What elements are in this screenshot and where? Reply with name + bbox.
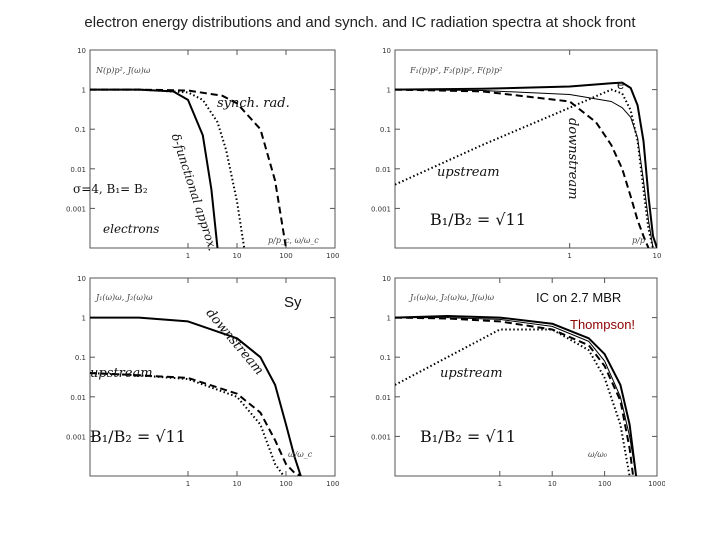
chart-panel-bottom-right: 10 1 0.1 0.01 0.001 1 10 100 1000 xyxy=(371,275,665,488)
x-tick-label: 1 xyxy=(498,480,502,488)
br-xlabel: ω/ω₀ xyxy=(588,450,607,459)
bl-sy-label: Sy xyxy=(284,294,302,311)
x-tick-label: 1000 xyxy=(648,480,665,488)
br-ratio-label: B₁/B₂ = √11 xyxy=(420,427,516,446)
y-tick-label: 0.01 xyxy=(70,394,86,402)
y-tick-label: 0.1 xyxy=(75,126,86,134)
tl-electrons-label: electrons xyxy=(103,222,160,236)
chart-panel-top-left: 10 1 0.1 0.01 0.001 1 10 100 1000 xyxy=(66,47,340,260)
x-tick-label: 10 xyxy=(233,480,242,488)
x-tick-label: 10 xyxy=(233,252,242,260)
plot-frame xyxy=(394,49,658,249)
tr-downstream-label: downstream xyxy=(565,118,580,200)
x-tick-label: 1000 xyxy=(326,480,340,488)
x-tick-label: 1 xyxy=(567,252,571,260)
br-upstream-label: upstream xyxy=(440,366,503,381)
tr-e-label: e xyxy=(617,77,625,92)
br-thompson-label: Thompson! xyxy=(570,317,636,332)
bl-ylabel: J₁(ω)ω, J₂(ω)ω xyxy=(96,293,153,302)
x-tick-label: 1 xyxy=(186,480,190,488)
series-line-solid xyxy=(395,315,638,476)
y-tick-label: 0.1 xyxy=(75,354,86,362)
y-tick-label: 0.001 xyxy=(66,433,86,441)
chart-panel-top-right: 10 1 0.1 0.01 0.001 1 10 xyxy=(371,47,662,260)
series-line-dotted xyxy=(395,328,631,476)
tr-xlabel: p/p xyxy=(632,236,645,245)
x-tick-label: 100 xyxy=(279,252,292,260)
series-line-thin xyxy=(395,317,637,476)
y-tick-label: 0.1 xyxy=(380,354,391,362)
y-tick-label: 10 xyxy=(77,275,86,283)
series-line-dotted xyxy=(395,88,654,248)
tl-synch-label: synch. rad. xyxy=(217,96,290,111)
tr-ylabel: F₁(p)p², F₂(p)p², F(p)p² xyxy=(410,66,503,75)
y-tick-label: 0.01 xyxy=(70,166,86,174)
y-tick-label: 0.001 xyxy=(371,205,391,213)
tr-ratio-label: B₁/B₂ = √11 xyxy=(430,210,526,229)
bl-xlabel: ω/ω_c xyxy=(288,450,313,459)
series-line-thin xyxy=(395,89,654,248)
y-tick-label: 1 xyxy=(82,87,86,95)
plot-frame xyxy=(394,277,658,477)
y-tick-label: 10 xyxy=(382,47,391,55)
series-line-dashed xyxy=(90,372,302,476)
series-line-solid xyxy=(395,81,657,248)
series-line-dotted xyxy=(90,372,285,476)
x-tick-label: 100 xyxy=(279,480,292,488)
y-tick-label: 1 xyxy=(82,315,86,323)
chart-panel-bottom-left: 10 1 0.1 0.01 0.001 1 10 100 1000 xyxy=(66,275,340,488)
y-tick-label: 10 xyxy=(77,47,86,55)
y-tick-label: 0.01 xyxy=(375,166,391,174)
x-tick-label: 1000 xyxy=(326,252,340,260)
x-tick-label: 100 xyxy=(598,480,611,488)
y-tick-label: 1 xyxy=(387,87,391,95)
page-title: electron energy distributions and and sy… xyxy=(84,14,636,31)
y-tick-label: 10 xyxy=(382,275,391,283)
tr-upstream-label: upstream xyxy=(437,165,500,180)
br-ylabel: J₁(ω)ω, J₂(ω)ω, J(ω)ω xyxy=(410,293,495,302)
x-tick-label: 10 xyxy=(653,252,662,260)
y-tick-label: 1 xyxy=(387,315,391,323)
series-line-dashed xyxy=(395,88,650,248)
bl-ratio-label: B₁/B₂ = √11 xyxy=(90,427,186,446)
x-tick-label: 1 xyxy=(186,252,190,260)
series-line-dashed xyxy=(395,316,635,476)
y-tick-label: 0.001 xyxy=(66,205,86,213)
series-line-dotted xyxy=(90,88,246,248)
plot-frame xyxy=(89,277,336,477)
tl-sigma-label: σ=4, B₁= B₂ xyxy=(73,182,148,196)
x-tick-label: 10 xyxy=(548,480,557,488)
tl-ylabel: N(p)p², J(ω)ω xyxy=(96,66,151,75)
plot-frame xyxy=(89,49,336,249)
y-tick-label: 0.001 xyxy=(371,433,391,441)
y-tick-label: 0.1 xyxy=(380,126,391,134)
br-ic-label: IC on 2.7 MBR xyxy=(536,290,622,305)
y-tick-label: 0.01 xyxy=(375,394,391,402)
tl-xlabel: p/p_c, ω/ω_c xyxy=(268,236,319,245)
series-line-solid xyxy=(90,316,302,476)
bl-upstream-label: upstream xyxy=(90,366,153,381)
